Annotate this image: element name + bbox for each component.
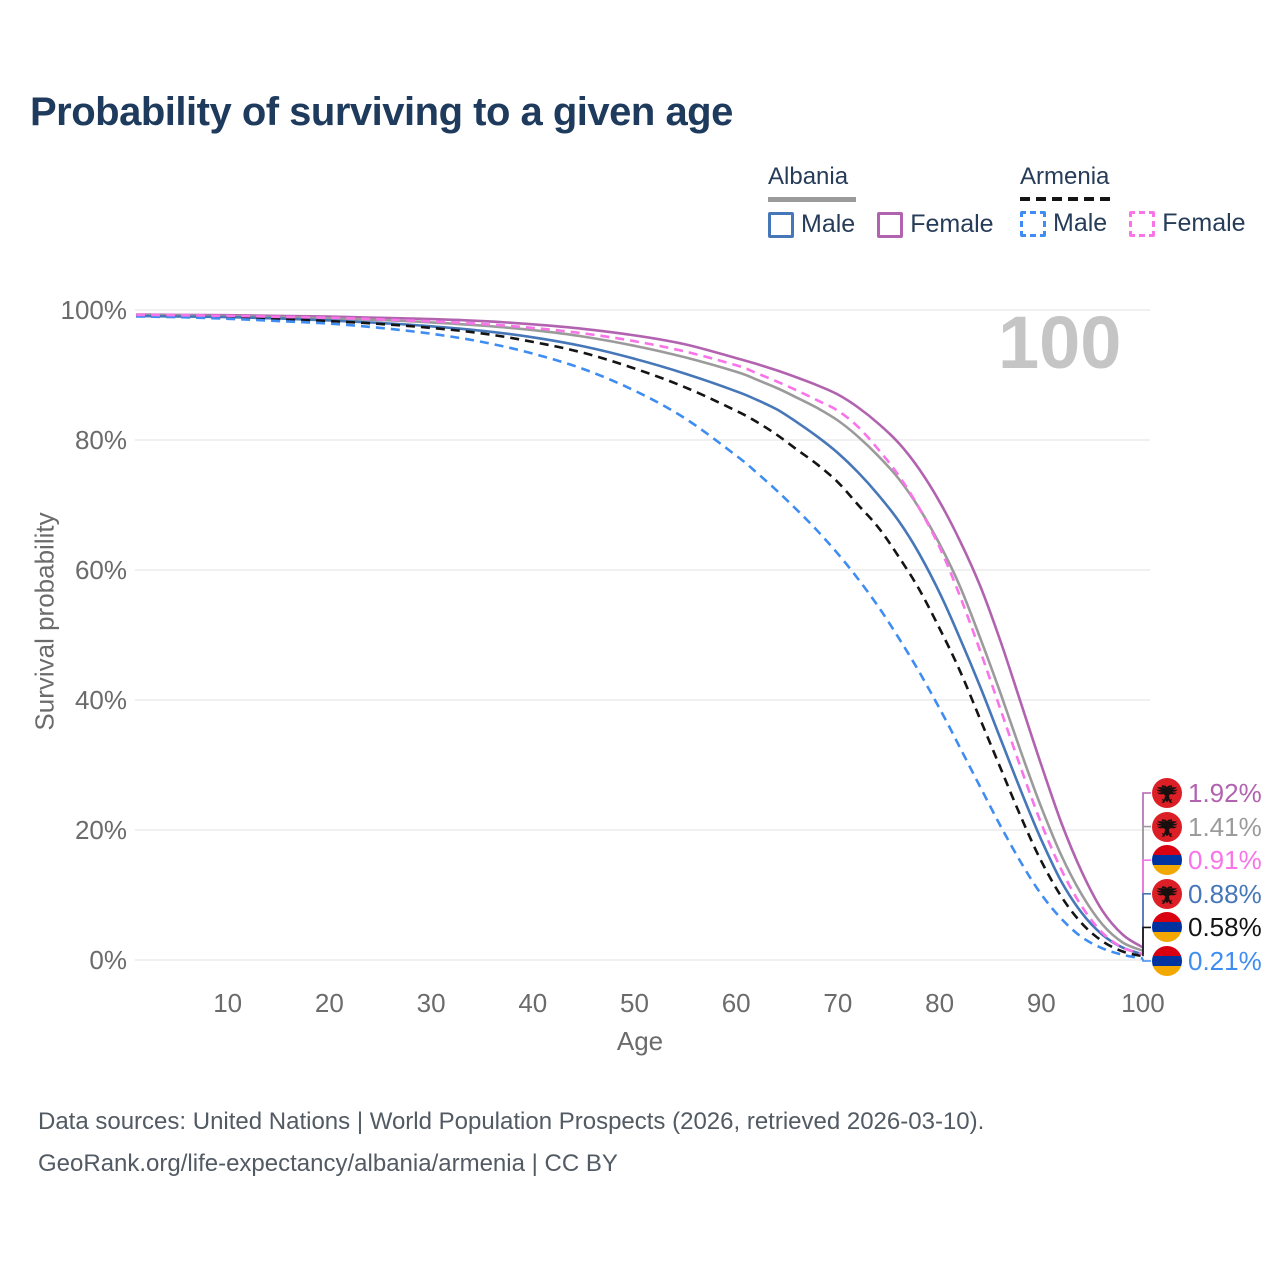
legend-item-label: Female: [910, 210, 994, 238]
x-axis-title: Age: [616, 1026, 664, 1056]
y-tick-label: 100%: [60, 295, 128, 325]
legend-albania-line-sample: [768, 197, 856, 202]
x-tick-label: 60: [721, 988, 751, 1018]
end-value-label: 0.58%: [1188, 912, 1262, 943]
armenia-male-swatch-icon: [1020, 210, 1046, 237]
x-tick-label: 70: [823, 988, 853, 1018]
x-tick-label: 40: [518, 988, 548, 1018]
legend-item-armenia-male[interactable]: Male: [1020, 209, 1107, 238]
albania-female-swatch-icon: [877, 211, 904, 238]
armenia-flag-icon: [1152, 912, 1182, 943]
legend-item-albania-male[interactable]: Male: [768, 210, 855, 239]
armenia-flag-icon: [1152, 845, 1182, 876]
x-tick-label: 50: [620, 988, 649, 1018]
legend-item-albania-female[interactable]: Female: [877, 210, 994, 239]
curve-armenia-male[interactable]: [136, 315, 1144, 960]
legend-group-albania-label: Albania: [768, 163, 849, 190]
curve-albania-female[interactable]: [136, 313, 1144, 949]
legend-albania-items: Male Female: [768, 210, 994, 239]
legend-group-armenia: Armenia Male Female: [1020, 163, 1246, 238]
data-sources-note: Data sources: United Nations | World Pop…: [38, 1108, 985, 1135]
curve-armenia-female[interactable]: [136, 313, 1144, 956]
legend-group-albania: Albania Male Female: [768, 163, 994, 239]
y-tick-label: 80%: [74, 425, 127, 455]
x-tick-label: 30: [416, 988, 446, 1018]
page-title: Probability of surviving to a given age: [30, 90, 733, 134]
end-value-label: 0.88%: [1188, 878, 1262, 909]
y-tick-label: 40%: [74, 685, 127, 715]
hovered-age-watermark: 100: [998, 301, 1122, 384]
legend-armenia-items: Male Female: [1020, 209, 1246, 238]
albania-flag-icon: [1152, 778, 1182, 808]
end-value-label: 1.92%: [1188, 778, 1262, 808]
legend-item-label: Female: [1162, 209, 1246, 237]
legend-group-armenia-label: Armenia: [1020, 163, 1110, 190]
curve-albania-male[interactable]: [136, 314, 1144, 956]
end-label-connector: [1142, 792, 1151, 948]
legend-armenia-line-sample: [1020, 197, 1116, 201]
end-label-connector: [1142, 825, 1151, 951]
albania-flag-icon: [1152, 811, 1182, 842]
curve-armenia-both-sexes[interactable]: [136, 314, 1144, 958]
armenia-flag-icon: [1152, 946, 1182, 976]
armenia-female-swatch-icon: [1129, 210, 1156, 237]
x-tick-label: 10: [213, 988, 243, 1018]
end-label-connector: [1142, 859, 1151, 955]
y-tick-label: 60%: [74, 555, 127, 585]
legend-item-armenia-female[interactable]: Female: [1129, 209, 1246, 238]
legend-item-label: Male: [1053, 209, 1108, 237]
y-tick-label: 20%: [74, 815, 127, 845]
attribution-note: GeoRank.org/life-expectancy/albania/arme…: [38, 1150, 618, 1177]
x-tick-label: 80: [925, 988, 955, 1018]
curve-albania-both-sexes[interactable]: [136, 313, 1144, 953]
albania-flag-icon: [1152, 878, 1182, 909]
end-label-connector: [1142, 926, 1151, 957]
x-tick-label: 100: [1121, 988, 1165, 1018]
end-value-label: 1.41%: [1188, 811, 1262, 842]
end-value-label: 0.21%: [1188, 946, 1262, 976]
end-value-label: 0.91%: [1188, 845, 1262, 876]
y-tick-label: 0%: [89, 945, 127, 975]
legend-item-label: Male: [801, 210, 856, 238]
end-label-connector: [1142, 893, 1151, 955]
albania-male-swatch-icon: [768, 211, 794, 238]
x-tick-label: 20: [314, 988, 344, 1018]
end-label-connector: [1142, 958, 1151, 962]
x-tick-label: 90: [1026, 988, 1056, 1018]
